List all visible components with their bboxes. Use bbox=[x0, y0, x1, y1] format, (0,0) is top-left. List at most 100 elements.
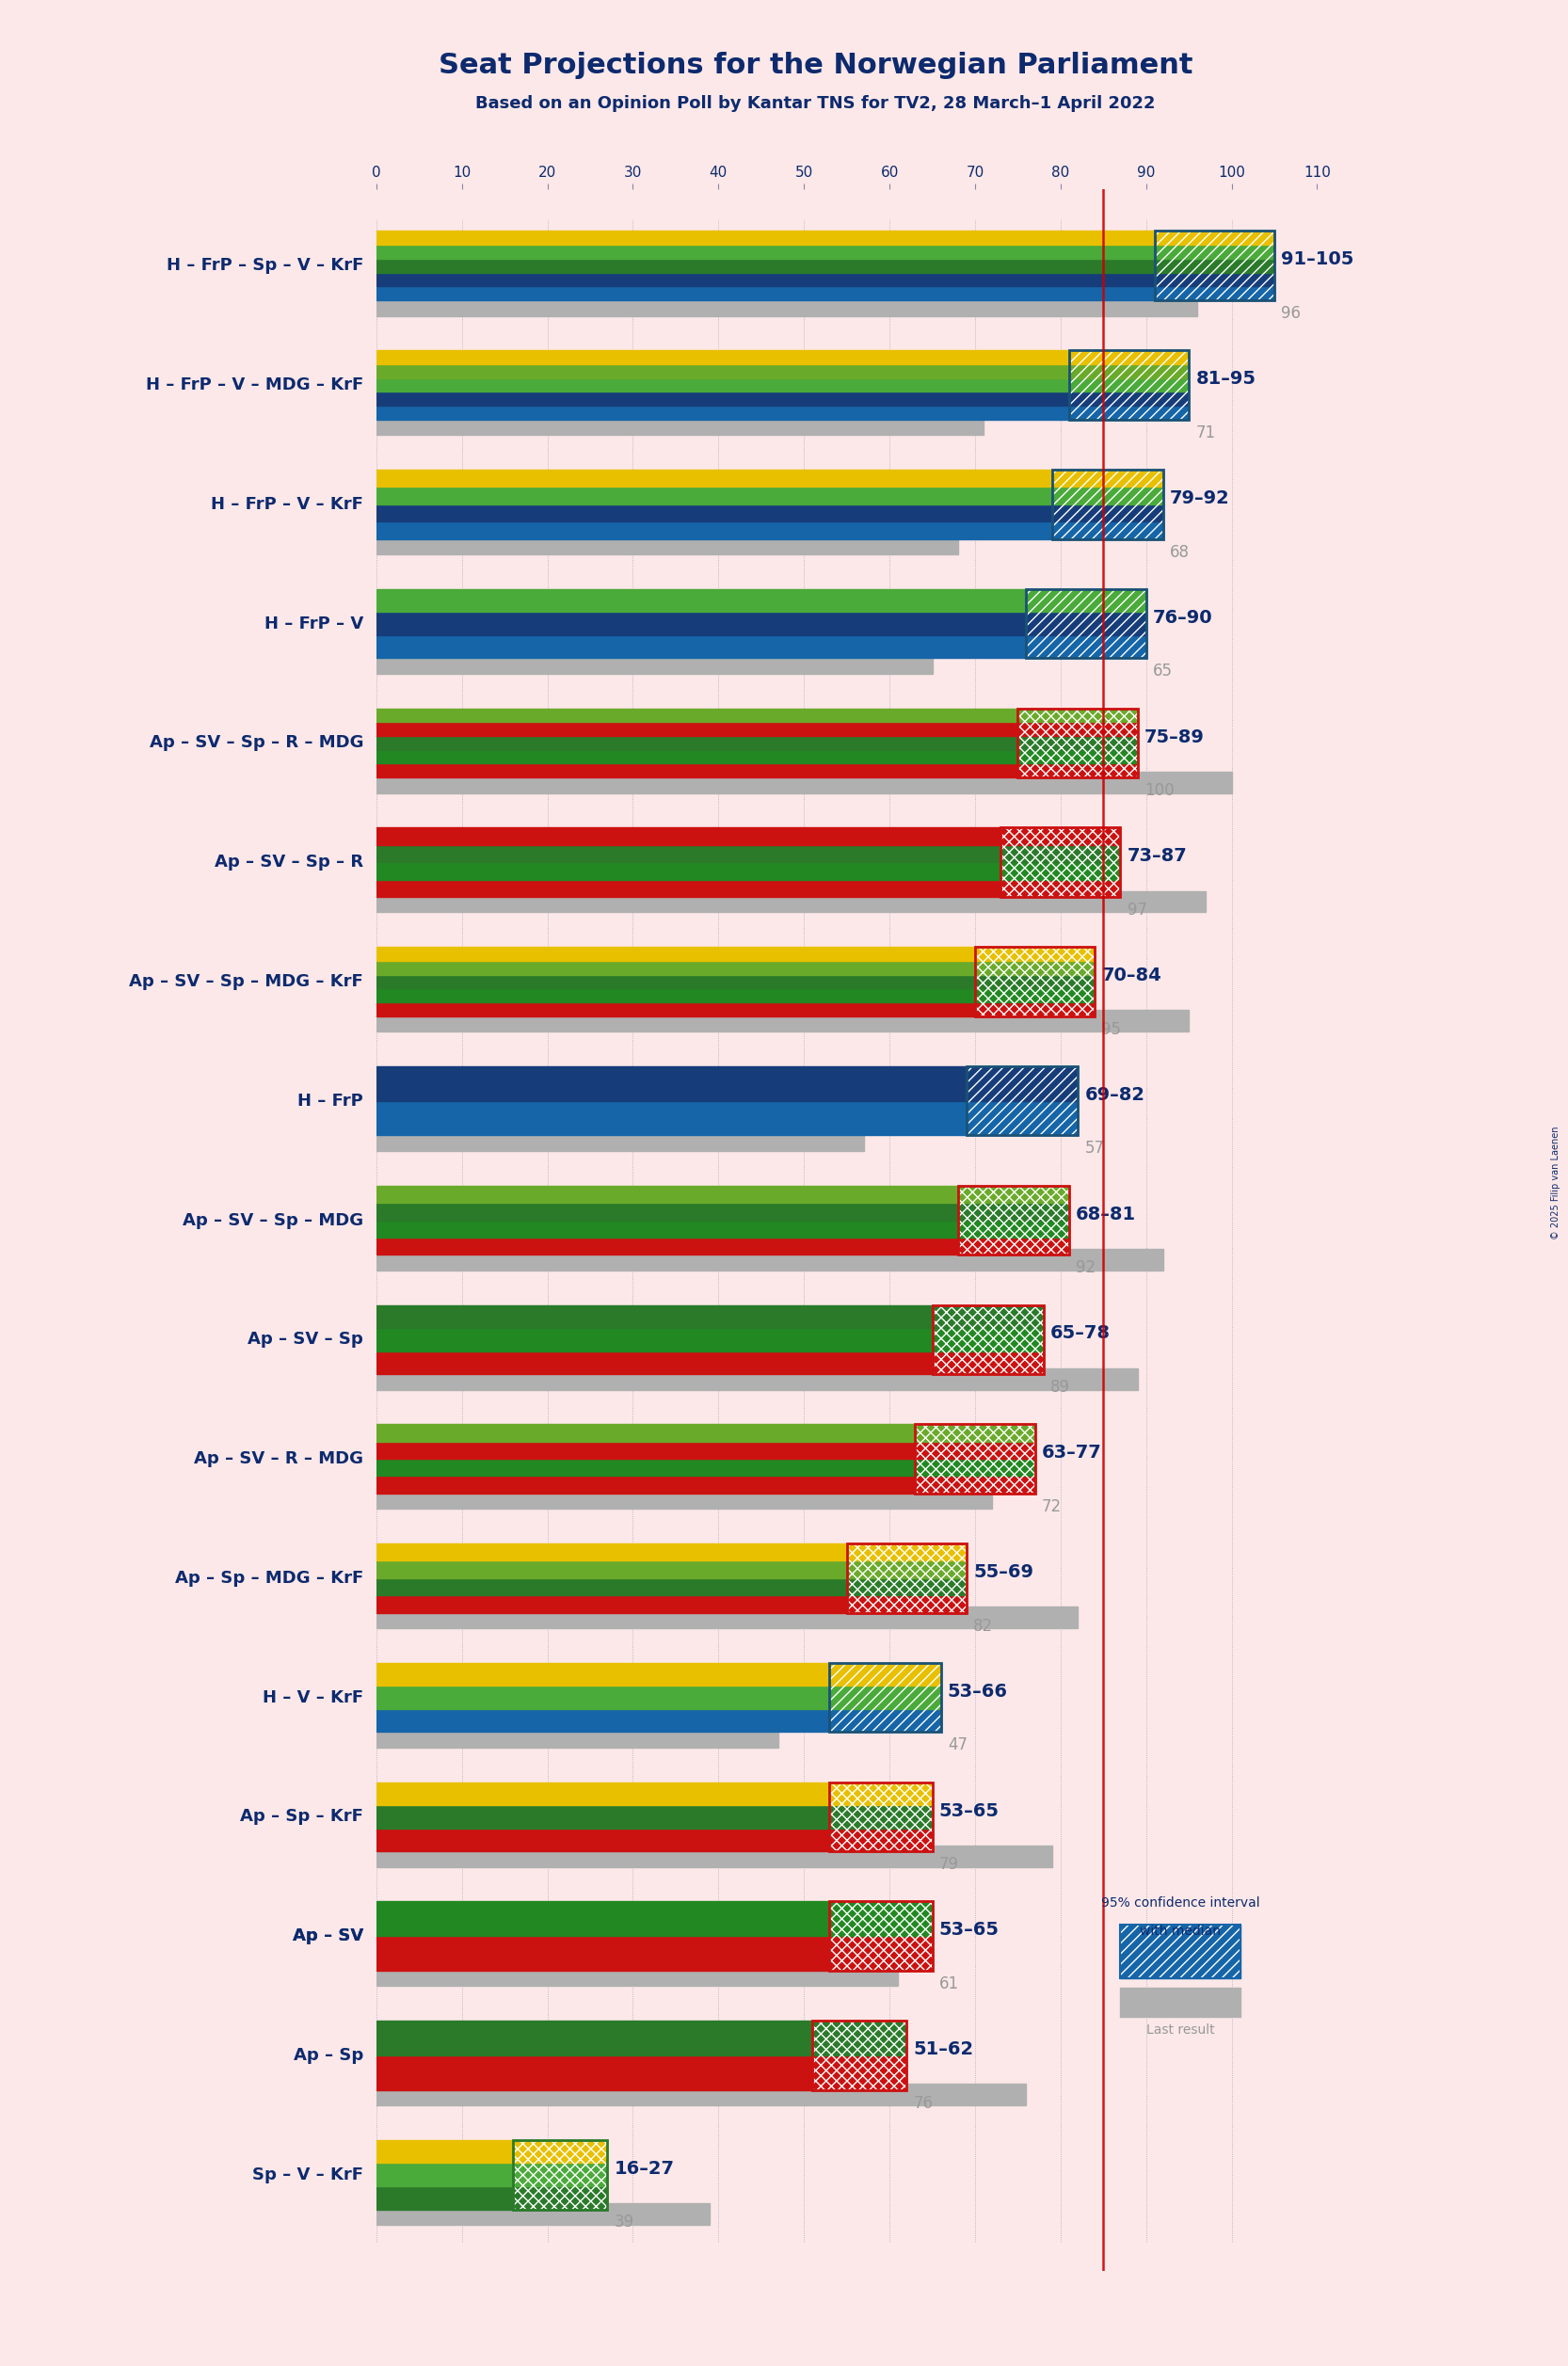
Text: 91–105: 91–105 bbox=[1281, 251, 1355, 270]
Text: 95% confidence interval: 95% confidence interval bbox=[1101, 1898, 1259, 1909]
Bar bbox=[376, 722, 1018, 736]
Bar bbox=[1121, 1987, 1240, 2018]
Text: Ap – SV – R – MDG: Ap – SV – R – MDG bbox=[194, 1450, 364, 1467]
Bar bbox=[1018, 764, 1137, 778]
Bar bbox=[975, 1003, 1094, 1015]
Bar bbox=[376, 1935, 829, 1971]
Bar bbox=[376, 750, 1018, 764]
Bar bbox=[975, 946, 1094, 961]
Bar bbox=[376, 1543, 847, 1562]
Bar bbox=[376, 764, 1018, 778]
Bar bbox=[916, 1424, 1035, 1493]
Bar bbox=[958, 1185, 1069, 1202]
Text: H – FrP – V: H – FrP – V bbox=[265, 615, 364, 632]
Bar bbox=[376, 286, 1154, 300]
Bar bbox=[933, 1351, 1043, 1375]
Bar bbox=[1000, 861, 1121, 880]
Text: 89: 89 bbox=[1051, 1379, 1069, 1396]
Bar bbox=[513, 2163, 607, 2186]
Bar bbox=[916, 1476, 1035, 1493]
Bar bbox=[376, 1441, 916, 1460]
Bar bbox=[1052, 487, 1163, 504]
Bar bbox=[933, 1327, 1043, 1351]
Text: 92: 92 bbox=[1076, 1259, 1096, 1275]
Text: 79: 79 bbox=[939, 1855, 960, 1874]
Bar bbox=[829, 1829, 933, 1850]
Bar bbox=[1154, 232, 1275, 246]
Bar bbox=[376, 1010, 1189, 1032]
Bar bbox=[829, 1708, 941, 1732]
Bar bbox=[513, 2186, 607, 2210]
Bar bbox=[1027, 613, 1146, 634]
Text: 69–82: 69–82 bbox=[1085, 1086, 1145, 1105]
Bar bbox=[829, 1782, 933, 1850]
Bar bbox=[958, 1185, 1069, 1202]
Text: 79–92: 79–92 bbox=[1170, 490, 1229, 506]
Bar bbox=[376, 1237, 958, 1254]
Bar bbox=[829, 1687, 941, 1708]
Bar bbox=[513, 2141, 607, 2210]
Text: 97: 97 bbox=[1127, 901, 1148, 918]
Text: Ap – SV: Ap – SV bbox=[293, 1928, 364, 1945]
Bar bbox=[513, 2186, 607, 2210]
Text: 39: 39 bbox=[615, 2215, 633, 2231]
Bar bbox=[376, 379, 1069, 393]
Bar bbox=[376, 1100, 966, 1136]
Bar bbox=[847, 1595, 966, 1614]
Text: Based on an Opinion Poll by Kantar TNS for TV2, 28 March–1 April 2022: Based on an Opinion Poll by Kantar TNS f… bbox=[475, 95, 1156, 111]
Bar bbox=[1052, 504, 1163, 521]
Bar bbox=[376, 892, 1206, 913]
Bar bbox=[513, 2141, 607, 2163]
Bar bbox=[829, 1805, 933, 1829]
Bar bbox=[1154, 246, 1275, 258]
Text: Ap – SV – Sp – MDG – KrF: Ap – SV – Sp – MDG – KrF bbox=[130, 972, 364, 989]
Text: 71: 71 bbox=[1196, 424, 1215, 440]
Text: Ap – SV – Sp: Ap – SV – Sp bbox=[248, 1332, 364, 1349]
Bar bbox=[1154, 232, 1275, 300]
Text: 53–65: 53–65 bbox=[939, 1921, 999, 1940]
Bar bbox=[513, 2141, 607, 2163]
Bar bbox=[376, 634, 1027, 658]
Text: 51–62: 51–62 bbox=[914, 2039, 974, 2058]
Bar bbox=[1052, 521, 1163, 539]
Bar bbox=[376, 845, 1000, 861]
Bar bbox=[1069, 379, 1189, 393]
Bar bbox=[376, 653, 933, 674]
Bar bbox=[1027, 613, 1146, 634]
Bar bbox=[975, 975, 1094, 989]
Text: 82: 82 bbox=[974, 1618, 993, 1635]
Bar bbox=[1052, 471, 1163, 539]
Bar bbox=[376, 946, 975, 961]
Bar bbox=[1069, 393, 1189, 405]
Bar bbox=[1018, 764, 1137, 778]
Bar bbox=[1000, 880, 1121, 897]
Bar bbox=[1154, 286, 1275, 300]
Bar bbox=[376, 2203, 710, 2224]
Bar bbox=[376, 1782, 829, 1805]
Bar bbox=[829, 1663, 941, 1687]
Bar bbox=[376, 2021, 812, 2056]
Bar bbox=[1052, 504, 1163, 521]
Bar bbox=[1154, 258, 1275, 272]
Bar bbox=[376, 975, 975, 989]
Bar bbox=[829, 1829, 933, 1850]
Text: 53–66: 53–66 bbox=[947, 1682, 1008, 1701]
Bar bbox=[376, 1687, 829, 1708]
Bar bbox=[376, 1964, 898, 1985]
Bar bbox=[513, 2163, 607, 2186]
Bar bbox=[829, 1805, 933, 1829]
Bar bbox=[376, 1727, 778, 1748]
Bar bbox=[376, 1327, 933, 1351]
Bar bbox=[1000, 828, 1121, 845]
Bar bbox=[1018, 750, 1137, 764]
Bar bbox=[1121, 1924, 1240, 1978]
Text: H – FrP – V – MDG – KrF: H – FrP – V – MDG – KrF bbox=[146, 376, 364, 393]
Text: 53–65: 53–65 bbox=[939, 1803, 999, 1819]
Bar bbox=[1069, 350, 1189, 419]
Bar bbox=[829, 1902, 933, 1935]
Text: 47: 47 bbox=[947, 1737, 967, 1753]
Bar bbox=[376, 405, 1069, 419]
Text: H – FrP – V – KrF: H – FrP – V – KrF bbox=[212, 497, 364, 513]
Bar bbox=[1018, 736, 1137, 750]
Bar bbox=[847, 1578, 966, 1595]
